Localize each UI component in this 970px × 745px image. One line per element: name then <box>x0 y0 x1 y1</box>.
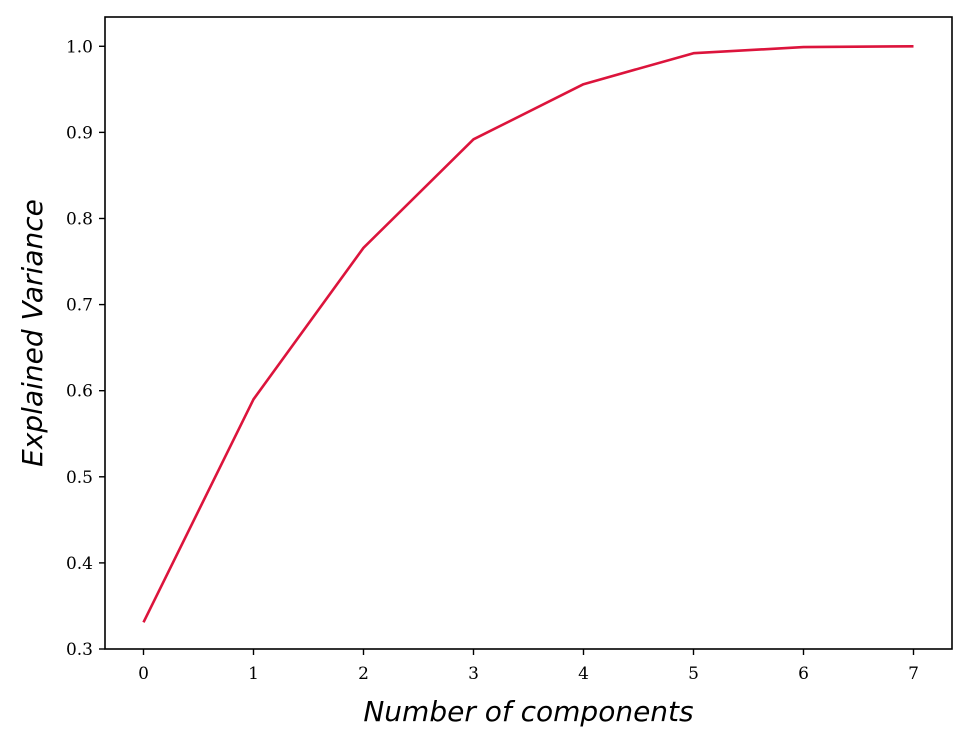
y-axis-label: Explained Variance <box>16 199 49 467</box>
y-tick-label: 1.0 <box>66 37 93 57</box>
y-tick-label: 0.5 <box>66 468 93 488</box>
y-tick-label: 0.3 <box>66 640 93 660</box>
plot-area <box>104 16 953 650</box>
x-tick-label: 6 <box>798 664 809 684</box>
x-tick-label: 0 <box>138 664 149 684</box>
y-tick-label: 0.9 <box>66 123 93 143</box>
x-tick-label: 1 <box>248 664 259 684</box>
x-tick-label: 5 <box>688 664 699 684</box>
x-tick-label: 4 <box>578 664 589 684</box>
y-tick-label: 0.6 <box>66 382 93 402</box>
series-line <box>142 45 914 623</box>
x-tick-label: 2 <box>358 664 369 684</box>
x-tick-label: 7 <box>908 664 919 684</box>
y-tick-label: 0.8 <box>66 209 93 229</box>
y-tick-label: 0.7 <box>66 296 93 316</box>
x-axis: 0 1 2 3 4 5 6 7 <box>138 649 919 684</box>
y-axis: 0.3 0.4 0.5 0.6 0.7 0.8 0.9 1.0 <box>66 37 105 660</box>
x-tick-label: 3 <box>468 664 479 684</box>
plot-frame <box>104 16 953 650</box>
y-tick-label: 0.4 <box>66 554 93 574</box>
x-axis-label: Number of components <box>363 695 693 728</box>
